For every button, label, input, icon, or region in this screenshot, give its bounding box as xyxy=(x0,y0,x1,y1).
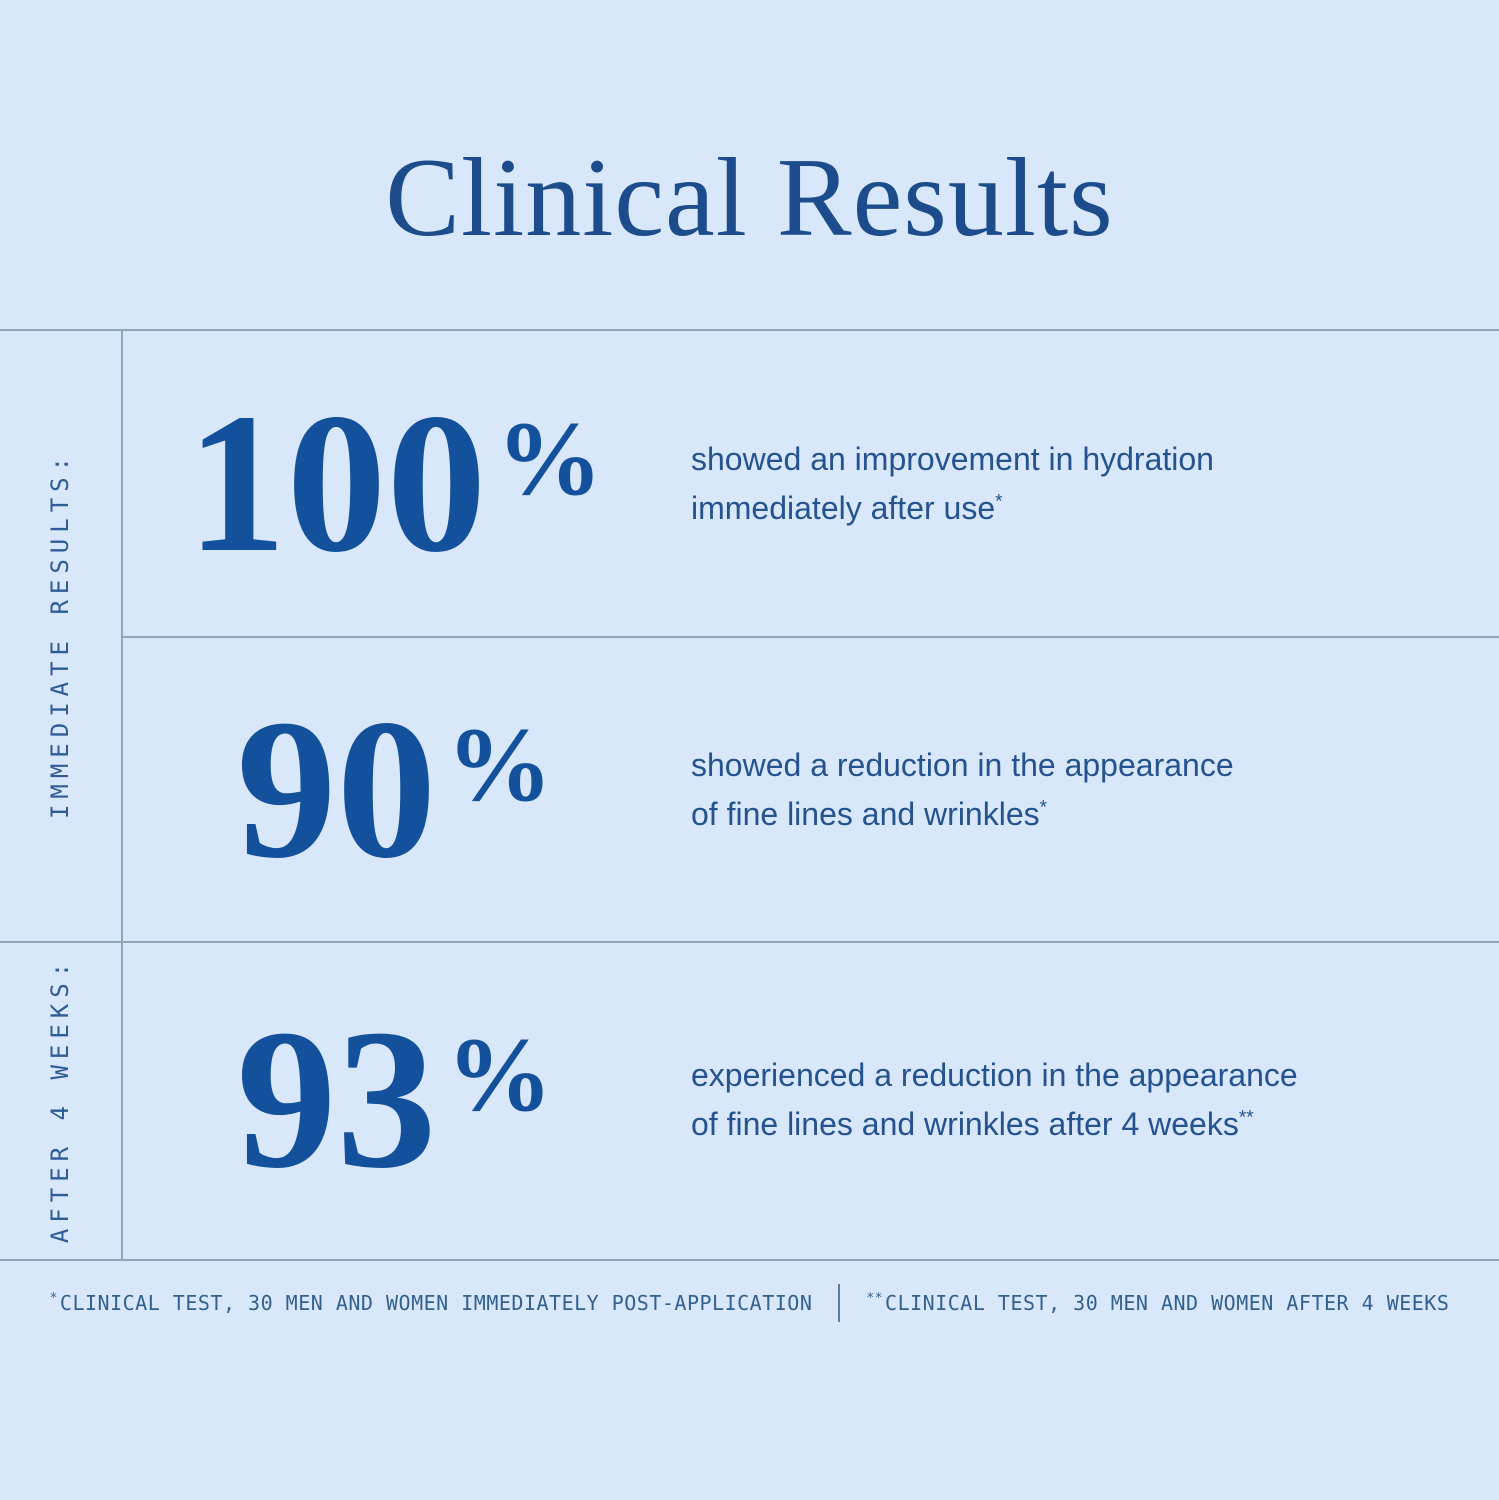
result-row-fine-lines-4-weeks: 93 % experienced a reduction in the appe… xyxy=(122,943,1499,1257)
divider-label-column xyxy=(121,329,123,1261)
stat-description: showed an improvement in hydration immed… xyxy=(691,435,1451,533)
footnote-text: CLINICAL TEST, 30 MEN AND WOMEN AFTER 4 … xyxy=(885,1291,1450,1315)
footnote-marker: ** xyxy=(866,1291,884,1307)
description-line-2: of fine lines and wrinkles after 4 weeks xyxy=(691,1106,1239,1142)
description-line-2: immediately after use xyxy=(691,489,996,526)
result-row-fine-lines-immediate: 90 % showed a reduction in the appearanc… xyxy=(122,638,1499,941)
footnote-text: CLINICAL TEST, 30 MEN AND WOMEN IMMEDIAT… xyxy=(59,1291,813,1315)
page-title: Clinical Results xyxy=(385,136,1114,260)
divider-bottom xyxy=(0,1259,1499,1261)
section-label-immediate-results: IMMEDIATE RESULTS: xyxy=(0,331,121,939)
footnote-marker: ** xyxy=(1238,1107,1254,1129)
section-label-text: IMMEDIATE RESULTS: xyxy=(46,450,75,820)
stat-number: 93 xyxy=(236,989,437,1210)
description-line-1: experienced a reduction in the appearanc… xyxy=(691,1057,1298,1093)
description-line-2: of fine lines and wrinkles xyxy=(691,795,1040,832)
stat-number: 100 xyxy=(186,372,487,594)
footnote-1: * CLINICAL TEST, 30 MEN AND WOMEN IMMEDIA… xyxy=(50,1291,813,1315)
footnote-2: ** CLINICAL TEST, 30 MEN AND WOMEN AFTER … xyxy=(866,1291,1449,1315)
percent-sign: % xyxy=(446,705,553,823)
description-line-1: showed an improvement in hydration xyxy=(691,440,1214,477)
section-label-after-4-weeks: AFTER 4 WEEKS: xyxy=(0,943,121,1257)
section-label-text: AFTER 4 WEEKS: xyxy=(46,956,75,1244)
divider-row1-row2 xyxy=(122,636,1499,638)
stat-value-100: 100 % xyxy=(122,372,667,594)
footnote-marker: * xyxy=(995,490,1003,512)
footnote-marker: * xyxy=(49,1291,58,1307)
percent-sign: % xyxy=(446,1016,553,1133)
stat-value-93: 93 % xyxy=(122,1000,667,1200)
divider-sections xyxy=(0,941,1499,943)
stat-value-90: 90 % xyxy=(122,678,667,900)
stat-number: 90 xyxy=(236,678,437,900)
divider-top xyxy=(0,329,1499,331)
percent-sign: % xyxy=(496,399,603,517)
description-line-1: showed a reduction in the appearance xyxy=(691,746,1234,783)
result-row-hydration: 100 % showed an improvement in hydration… xyxy=(122,331,1499,636)
stat-description: showed a reduction in the appearance of … xyxy=(691,741,1451,839)
footnotes-bar: * CLINICAL TEST, 30 MEN AND WOMEN IMMEDIA… xyxy=(0,1284,1499,1322)
footnote-marker: * xyxy=(1039,796,1048,818)
footnote-separator xyxy=(838,1284,841,1322)
stat-description: experienced a reduction in the appearanc… xyxy=(691,1051,1451,1149)
